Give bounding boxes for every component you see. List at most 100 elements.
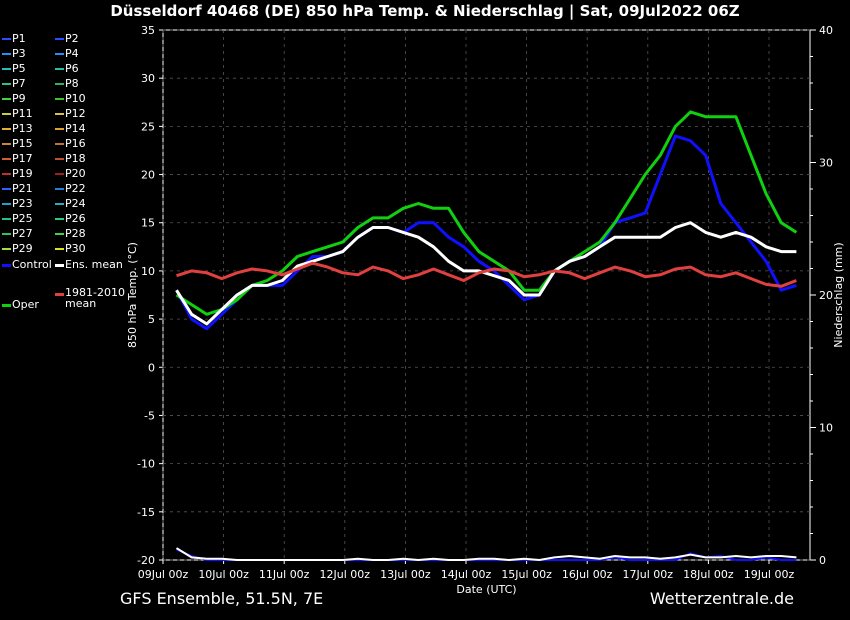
legend-swatch	[2, 303, 11, 307]
plot-frame	[162, 29, 811, 561]
legend-item-p5: P5	[2, 62, 26, 76]
legend-swatch	[55, 143, 64, 145]
x-tick-label: 11Jul 00z	[259, 568, 310, 581]
legend-label: P7	[12, 77, 26, 90]
legend-swatch	[2, 68, 11, 70]
legend-item-p2: P2	[55, 32, 79, 46]
legend-item-p25: P25	[2, 212, 33, 226]
x-tick-label: 10Jul 00z	[198, 568, 249, 581]
legend-label: P24	[65, 197, 86, 210]
precip-line-ens-mean	[175, 547, 797, 562]
legend-item-p17: P17	[2, 152, 33, 166]
x-tick-label: 15Jul 00z	[501, 568, 552, 581]
legend-item-p23: P23	[2, 197, 33, 211]
x-tick-label: 12Jul 00z	[320, 568, 371, 581]
y-tick-label: -15	[137, 506, 155, 519]
legend-label: P30	[65, 242, 86, 255]
legend-item-p4: P4	[55, 47, 79, 61]
legend-label: P4	[65, 47, 79, 60]
series-line-oper	[175, 110, 798, 316]
y-tick-label: 20	[141, 169, 155, 182]
legend-swatch	[55, 128, 64, 130]
y-tick-label: 0	[148, 361, 155, 374]
legend-item-p29: P29	[2, 242, 33, 256]
legend-label: P13	[12, 122, 33, 135]
legend-item-control: Control	[2, 258, 52, 272]
legend-swatch	[55, 248, 64, 250]
legend-swatch	[2, 263, 11, 267]
legend-label: P9	[12, 92, 26, 105]
legend-swatch	[2, 38, 11, 40]
legend-swatch	[2, 83, 11, 85]
legend-item-p27: P27	[2, 227, 33, 241]
legend-item-p19: P19	[2, 167, 33, 181]
legend-label: P20	[65, 167, 86, 180]
x-tick-label: 17Jul 00z	[623, 568, 674, 581]
footer-brand[interactable]: Wetterzentrale.de	[649, 589, 794, 608]
legend-swatch	[55, 68, 64, 70]
legend-swatch	[55, 158, 64, 160]
y2-tick-label: 40	[819, 24, 833, 37]
legend-swatch	[55, 38, 64, 40]
footer-model-info: GFS Ensemble, 51.5N, 7E	[120, 589, 324, 608]
legend-label: P11	[12, 107, 33, 120]
legend-item-p22: P22	[55, 182, 86, 196]
legend-label: P23	[12, 197, 33, 210]
legend-swatch	[55, 203, 64, 205]
legend-label: P5	[12, 62, 26, 75]
y-tick-label: -5	[144, 409, 155, 422]
legend-item-p13: P13	[2, 122, 33, 136]
x-tick-label: 14Jul 00z	[441, 568, 492, 581]
legend-item-p12: P12	[55, 107, 86, 121]
legend-label: P25	[12, 212, 33, 225]
legend-item-p18: P18	[55, 152, 86, 166]
legend-item-p15: P15	[2, 137, 33, 151]
legend-item-p9: P9	[2, 92, 26, 106]
legend-swatch	[55, 263, 64, 267]
y2-axis-label: Niederschlag (mm)	[832, 242, 845, 347]
legend-swatch	[55, 218, 64, 220]
legend-item-ens-mean: Ens. mean	[55, 258, 123, 272]
series-line-1981-2010-mean	[176, 261, 797, 288]
legend-swatch	[55, 292, 64, 296]
legend-label: Ens. mean	[65, 258, 123, 271]
legend-swatch	[2, 98, 11, 100]
legend-item-p3: P3	[2, 47, 26, 61]
legend-swatch	[55, 173, 64, 175]
legend-label: P27	[12, 227, 33, 240]
chart-title: Düsseldorf 40468 (DE) 850 hPa Temp. & Ni…	[110, 2, 740, 20]
legend-swatch	[2, 113, 11, 115]
legend-swatch	[2, 233, 11, 235]
legend-item-p7: P7	[2, 77, 26, 91]
x-axis-label: Date (UTC)	[456, 583, 516, 596]
legend-item-p16: P16	[55, 137, 86, 151]
legend-label: P28	[65, 227, 86, 240]
legend-label: P29	[12, 242, 33, 255]
legend-item-p10: P10	[55, 92, 86, 106]
legend-item-p21: P21	[2, 182, 33, 196]
legend-label: P3	[12, 47, 26, 60]
legend-label: 1981-2010 mean	[65, 286, 125, 310]
legend-label: P18	[65, 152, 86, 165]
legend-label: Oper	[12, 298, 39, 311]
legend-item-p30: P30	[55, 242, 86, 256]
legend-label: P12	[65, 107, 86, 120]
legend-item-p24: P24	[55, 197, 86, 211]
legend-label: P22	[65, 182, 86, 195]
x-tick-label: 13Jul 00z	[380, 568, 431, 581]
legend-swatch	[55, 98, 64, 100]
legend-swatch	[2, 173, 11, 175]
x-tick-label: 18Jul 00z	[683, 568, 734, 581]
legend-label: P8	[65, 77, 79, 90]
legend-swatch	[2, 53, 11, 55]
legend-item-p1: P1	[2, 32, 26, 46]
legend-swatch	[55, 113, 64, 115]
legend-item-p20: P20	[55, 167, 86, 181]
legend-label: P19	[12, 167, 33, 180]
y-tick-label: -10	[137, 458, 155, 471]
legend-item-p11: P11	[2, 107, 33, 121]
legend-label: P15	[12, 137, 33, 150]
y2-tick-label: 0	[819, 554, 826, 567]
legend-label: P16	[65, 137, 86, 150]
